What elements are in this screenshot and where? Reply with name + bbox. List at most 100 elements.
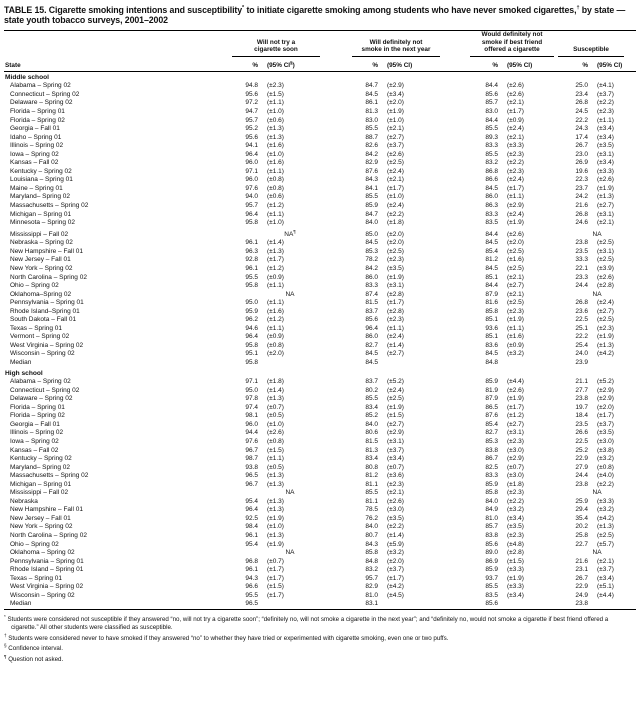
- na-cell: NA: [592, 489, 602, 497]
- ci-cell: (±3.7): [597, 420, 614, 428]
- pct-cell: 97.6: [245, 437, 258, 445]
- table-row: Nebraska 95.4 (±1.3) 81.1 (±2.6) 84.0 (±2.2) 25…: [4, 498, 636, 507]
- pct-cell: 84.3: [365, 540, 378, 548]
- ci-cell: (±1.7): [267, 256, 284, 264]
- pct-cell: 81.2: [365, 472, 378, 480]
- table-row: Rhode Island–Spring 01 95.9 (±1.6) 83.7 (±2.…: [4, 308, 636, 317]
- pct-cell: 84.5: [485, 265, 498, 273]
- pct-cell: 85.8: [485, 489, 498, 497]
- ci-cell: (±3.7): [387, 142, 404, 150]
- pct-cell: 97.1: [245, 378, 258, 386]
- ci-cell: (±0.9): [507, 116, 524, 124]
- pct-cell: 86.5: [485, 403, 498, 411]
- ci-cell: (±1.1): [267, 455, 284, 463]
- pct-cell: 18.4: [575, 412, 589, 420]
- ci-cell: (±2.3): [387, 480, 404, 488]
- pct-cell: 83.2: [365, 566, 378, 574]
- ci-cell: (±1.1): [507, 193, 524, 201]
- ci-cell: (±3.4): [597, 159, 614, 167]
- ci-cell: (±1.7): [387, 184, 404, 192]
- ci-cell: (±3.5): [597, 142, 614, 150]
- ci-cell: (±2.6): [597, 273, 614, 281]
- ci-cell: (±3.0): [507, 446, 524, 454]
- pct-cell: 29.4: [575, 506, 589, 514]
- ci-cell: (±1.2): [267, 202, 284, 210]
- ci-cell: (±1.5): [267, 446, 284, 454]
- pct-cell: 96.0: [245, 176, 258, 184]
- pct-cell: 27.9: [575, 463, 589, 471]
- pct-cell: 87.9: [485, 395, 498, 403]
- ci-cell: (±2.7): [597, 202, 614, 210]
- pct-cell: 26.8: [575, 99, 589, 107]
- state-cell: Oklahoma – Spring 02: [10, 549, 75, 557]
- pct-cell: 96.0: [245, 420, 258, 428]
- spanner-susceptible: Susceptible: [558, 31, 636, 57]
- pct-cell: 24.4: [575, 282, 589, 290]
- ci-cell: (±1.2): [267, 265, 284, 273]
- pct-cell: 96.4: [245, 333, 258, 341]
- pct-cell: 96.4: [245, 150, 258, 158]
- pct-cell: 86.0: [365, 273, 378, 281]
- pct-cell: 22.5: [575, 437, 589, 445]
- pct-cell: 84.5: [365, 359, 378, 367]
- pct-cell: 94.1: [245, 142, 258, 150]
- pct-cell: 87.4: [365, 290, 378, 298]
- pct-cell: 84.7: [365, 210, 378, 218]
- table-row: Kansas – Fall 02 96.0 (±1.6) 82.9 (±2.5) 83.2…: [4, 159, 636, 168]
- na-cell: NA: [592, 549, 602, 557]
- table-row: Georgia – Fall 01 96.0 (±1.0) 84.0 (±2.7) 85.…: [4, 421, 636, 430]
- state-cell: Texas – Spring 01: [10, 574, 63, 582]
- ci-cell: (±2.9): [597, 395, 614, 403]
- pct-cell: 86.9: [485, 557, 498, 565]
- ci-cell: (±1.6): [507, 333, 524, 341]
- pct-cell: 24.9: [575, 591, 589, 599]
- col-header-pct: %: [470, 56, 498, 72]
- state-cell: Delaware – Spring 02: [10, 99, 73, 107]
- ci-cell: (±1.3): [267, 531, 284, 539]
- pct-cell: 85.0: [365, 230, 378, 238]
- ci-cell: (±2.6): [597, 176, 614, 184]
- pct-cell: 85.6: [485, 540, 498, 548]
- pct-cell: 96.7: [245, 480, 258, 488]
- footnote-marker-section: §: [290, 59, 293, 65]
- ci-cell: (±5.2): [597, 378, 614, 386]
- pct-cell: 97.4: [245, 403, 258, 411]
- pct-cell: 25.1: [575, 324, 589, 332]
- ci-cell: (±1.7): [387, 299, 404, 307]
- pct-cell: 95.8: [245, 219, 258, 227]
- footnote: † Students were considered never to have…: [4, 632, 449, 642]
- ci-cell: (±3.3): [507, 566, 524, 574]
- state-cell: Georgia – Fall 01: [10, 125, 60, 133]
- ci-cell: (±0.7): [507, 463, 524, 471]
- state-cell: Florida – Spring 02: [10, 412, 65, 420]
- pct-cell: 84.4: [485, 282, 498, 290]
- state-cell: Kentucky – Spring 02: [10, 455, 72, 463]
- state-cell: Nebraska: [10, 497, 38, 505]
- pct-cell: 20.2: [575, 523, 589, 531]
- ci-cell: (±3.0): [597, 437, 614, 445]
- table-row: Median 95.8 84.5 84.8 23.9: [4, 359, 636, 368]
- pct-cell: 83.1: [365, 600, 378, 608]
- state-cell: West Virginia – Spring 02: [10, 583, 84, 591]
- pct-cell: 97.8: [245, 395, 258, 403]
- pct-cell: 83.3: [485, 210, 498, 218]
- ci-cell: (±2.9): [387, 82, 404, 90]
- ci-cell: (±1.0): [267, 108, 284, 116]
- ci-cell: (±2.3): [597, 108, 614, 116]
- table-row: Maine – Spring 01 97.6 (±0.8) 84.1 (±1.7) 84.…: [4, 185, 636, 194]
- col-header-pct: %: [350, 56, 378, 72]
- ci-cell: (±2.9): [387, 429, 404, 437]
- ci-cell: (±4.2): [597, 350, 614, 358]
- pct-cell: 84.0: [365, 219, 378, 227]
- ci-cell: (±1.7): [267, 566, 284, 574]
- ci-cell: (±2.7): [387, 133, 404, 141]
- ci-cell: (±1.9): [387, 273, 404, 281]
- ci-cell: (±2.1): [507, 133, 524, 141]
- pct-cell: 81.0: [365, 591, 378, 599]
- pct-cell: 84.9: [485, 506, 498, 514]
- state-cell: Connecticut – Spring 02: [10, 90, 80, 98]
- table-row: North Carolina – Spring 02 95.5 (±0.9) 86.0…: [4, 274, 636, 283]
- ci-cell: (±3.5): [387, 514, 404, 522]
- spanner-label: Would definitely not smoke if best frien…: [470, 31, 555, 57]
- pct-cell: 25.2: [575, 446, 589, 454]
